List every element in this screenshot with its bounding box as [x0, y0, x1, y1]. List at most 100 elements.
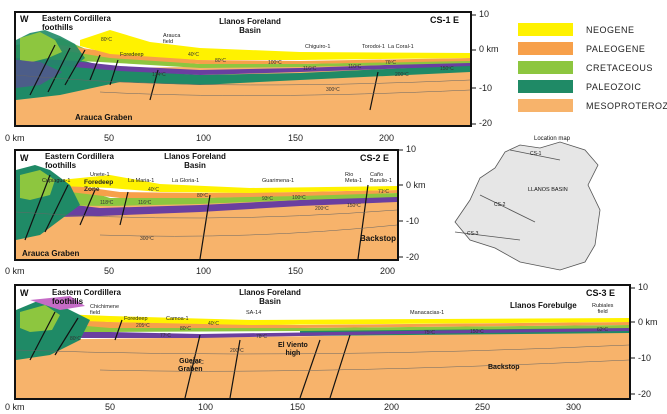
cs2-well: Foredeep Zone [84, 179, 114, 193]
cs3-temp: 300ºC [190, 360, 204, 366]
cs3-x-tick: 0 km [5, 402, 25, 412]
cs3-y-tick: 0 km [638, 317, 658, 327]
cs3-x-tick: 200 [384, 402, 400, 412]
cs2-well: La Maria-1 [128, 178, 155, 184]
cs1-x-tick: 200 [379, 133, 395, 143]
cs1-temp: 76ºC [385, 60, 396, 66]
cs3-forebulge-title: Llanos Forebulge [510, 301, 577, 310]
cs2-well: La Gloria-1 [172, 178, 200, 184]
cs1-y-tick: 0 km [479, 44, 499, 54]
cs3-well: Camoa-1 [166, 316, 189, 322]
cs2-well: Cupiagua-1 [42, 178, 71, 184]
cs3-well: SA-14 [246, 310, 262, 316]
cs1-x-tick: 0 km [5, 133, 25, 143]
cs3-temp: 80ºC [180, 326, 191, 332]
cs2-temp: 93ºC [262, 196, 273, 202]
location-map-line-label: CS-3 [467, 231, 479, 237]
legend-label: NEOGENE [586, 25, 635, 35]
cs2-y-tick: 10 [406, 144, 417, 154]
cs3-well: Foredeep [124, 316, 148, 322]
cs1-temp: 40ºC [188, 52, 199, 58]
cs1-temp: 110ºC [348, 64, 362, 70]
cs1-temp: 80ºC [215, 58, 226, 64]
cs3-x-tick: 250 [475, 402, 491, 412]
cs2-well: Rio Meta-1 [345, 172, 363, 185]
cs1-well: Chiguiro-1 [305, 44, 331, 50]
cs1-x-tick: 50 [104, 133, 115, 143]
cs1-graben-label: Arauca Graben [75, 113, 133, 122]
legend-label: PALEOZOIC [586, 82, 642, 92]
cs2-x-tick: 150 [288, 266, 304, 276]
cs3-temp: 40ºC [208, 321, 219, 327]
cs2-temp: 116ºC [138, 200, 152, 206]
cs3-x-tick: 150 [290, 402, 306, 412]
legend-label: CRETACEOUS [586, 63, 653, 73]
cs2-basin-title: Llanos Foreland Basin [164, 152, 226, 171]
cs3-y-tick: -20 [638, 389, 652, 399]
cs2-x-tick: 200 [380, 266, 396, 276]
cs2-x-tick: 50 [104, 266, 115, 276]
legend-swatch-paleozoic [518, 80, 573, 93]
location-map-line-label: CS-2 [494, 202, 506, 208]
location-map-title: Location map [534, 136, 571, 142]
cs3-x-tick: 300 [566, 402, 582, 412]
location-map-shape [454, 141, 601, 271]
cs1-x-tick: 150 [288, 133, 304, 143]
cs2-well: Caño Barulio-1 [370, 172, 393, 185]
cs1-west-label: W [20, 14, 29, 24]
cs1-y-tick: 10 [479, 9, 490, 19]
cs2-well: Unete-1 [90, 172, 110, 178]
cs2-foothills-title: Eastern Cordillera foothills [45, 152, 114, 171]
cs1-well: La Coral-1 [388, 44, 414, 50]
cs3-temp: 75ºC [424, 330, 435, 336]
cs2-backstop-label: Backstop [360, 234, 397, 243]
cs3-guejar-label: Güejar Graben [178, 358, 203, 374]
cs3-temp: 77ºC [160, 333, 171, 339]
cs3-temp: 205ºC [136, 323, 150, 329]
cs1-well: Arauca field [163, 33, 181, 46]
cs2-well: Guarimena-1 [262, 178, 295, 184]
cs2-temp: 200ºC [315, 206, 329, 212]
cs1-basin-title: Llanos Foreland Basin [219, 17, 281, 36]
legend-label: PALEOGENE [586, 44, 646, 54]
cs2-temp: 40ºC [148, 187, 159, 193]
cs1-temp: 300ºC [326, 87, 340, 93]
cs1-id: CS-1 E [430, 15, 460, 25]
legend-swatch-cretaceous [518, 61, 573, 74]
cs1-foothills-title: Eastern Cordillera foothills [42, 14, 111, 33]
cs3-y-tick: -10 [638, 353, 652, 363]
cs3-y-tick: 10 [638, 282, 649, 292]
cs2-y-tick: 0 km [406, 180, 426, 190]
cs3-x-tick: 100 [198, 402, 214, 412]
cs1-y-tick: -20 [479, 118, 493, 128]
location-map-line-label: CS-1 [530, 151, 542, 157]
cs1-temp: 116ºC [303, 66, 317, 72]
cs3-temp: 80ºC [70, 336, 81, 342]
legend-swatch-neogene [518, 23, 573, 36]
cs1-temp: 134ºC [152, 72, 166, 78]
legend-swatch-mesoproterozoic [518, 99, 573, 112]
cs2-temp: 71ºC [378, 189, 389, 195]
cs3-basin-title: Llanos Foreland Basin [239, 288, 301, 307]
cs1-x-tick: 100 [196, 133, 212, 143]
cs2-y-tick: -20 [406, 252, 420, 262]
cs2-y-tick: -10 [406, 216, 420, 226]
cs1-well: Foredeep [120, 52, 144, 58]
cs3-well: Manacacias-1 [410, 310, 445, 316]
cs3-temp: 150ºC [470, 329, 484, 335]
cs2-temp: 80ºC [197, 193, 208, 199]
cs2-graben-label: Arauca Graben [22, 249, 80, 258]
cs2-x-tick: 0 km [5, 266, 25, 276]
cs1-temp: 150ºC [440, 66, 454, 72]
cs2-x-tick: 100 [196, 266, 212, 276]
cs3-west-label: W [20, 288, 29, 298]
cs1-well: Torodoi-1 [362, 44, 385, 50]
cs2-temp: 118ºC [100, 200, 114, 206]
cs3-id: CS-3 E [586, 288, 616, 298]
cs3-el-viento-label: El Viento high [278, 342, 308, 358]
legend-swatch-paleogene [518, 42, 573, 55]
cs3-backstop-label: Backstop [488, 364, 520, 371]
cs2-id: CS-2 E [360, 153, 390, 163]
legend-label: MESOPROTEROZOIC [586, 101, 667, 111]
